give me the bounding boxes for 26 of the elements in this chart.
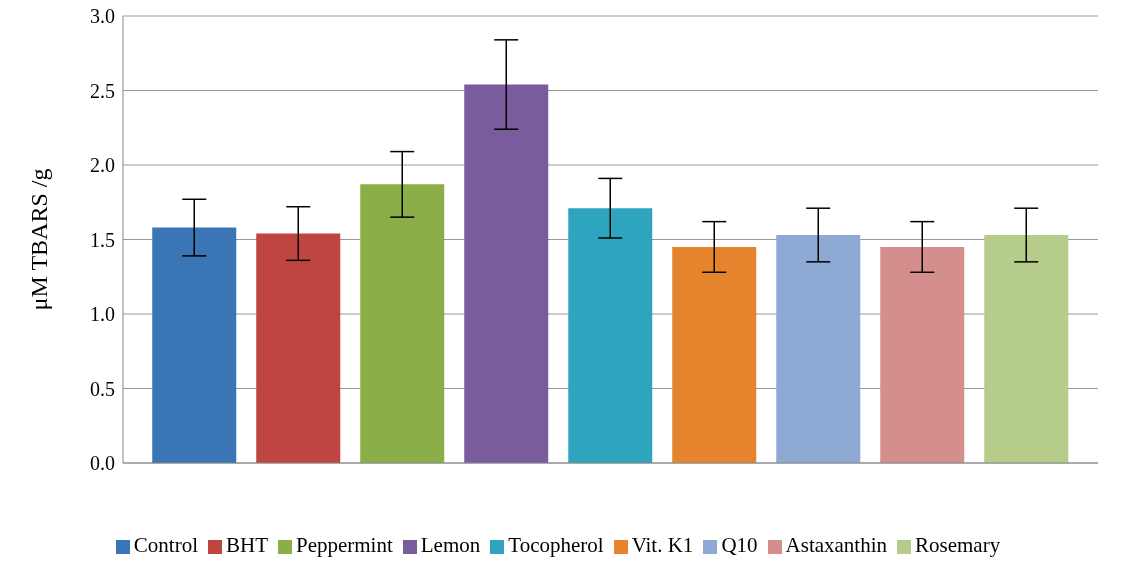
y-tick-label: 0.0: [90, 452, 115, 475]
legend-label: Q10: [721, 533, 758, 557]
legend-label: Vit. K1: [631, 533, 694, 557]
bar: [880, 246, 965, 463]
bar: [360, 184, 445, 463]
y-tick-label: 1.0: [90, 303, 115, 326]
y-tick-label: 1.5: [90, 228, 115, 251]
legend-label: Lemon: [420, 533, 481, 557]
bar: [672, 246, 757, 463]
legend-label: Tocopherol: [508, 533, 604, 557]
legend-label: Rosemary: [915, 533, 1001, 557]
legend-label: BHT: [225, 533, 268, 557]
legend-label: Peppermint: [295, 533, 393, 557]
y-tick-label: 3.0: [90, 5, 115, 28]
bar: [464, 84, 549, 463]
bar: [256, 233, 341, 463]
y-axis-title: μM TBARS /g: [25, 168, 52, 311]
bar: [776, 235, 861, 463]
bar: [984, 235, 1069, 463]
bar: [152, 227, 237, 463]
y-tick-label: 2.0: [90, 154, 115, 177]
legend-label: Astaxanthin: [785, 533, 888, 557]
legend-label: Control: [133, 533, 198, 557]
y-tick-label: 2.5: [90, 79, 115, 102]
y-tick-label: 0.5: [90, 377, 115, 400]
bar: [568, 208, 653, 463]
